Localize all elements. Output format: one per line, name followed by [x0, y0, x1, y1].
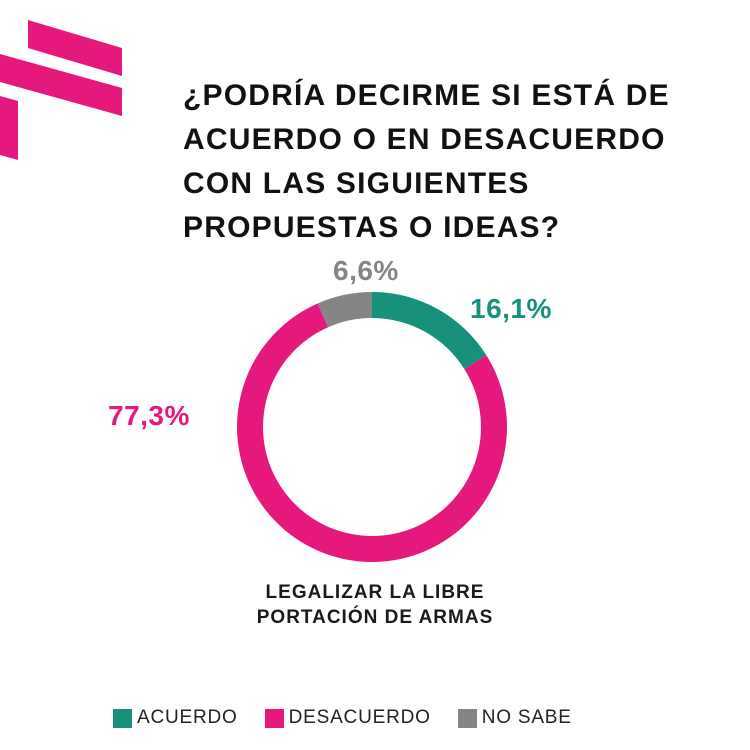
chart-title: ¿PODRÍA DECIRME SI ESTÁ DE ACUERDO O EN … [183, 74, 723, 250]
legend-item-desacuerdo: DESACUERDO [264, 707, 431, 729]
data-label-acuerdo: 16,1% [470, 293, 552, 324]
legend-swatch-acuerdo [113, 708, 132, 728]
category-label-line: PORTACIÓN DE ARMAS [256, 607, 494, 628]
legend-label-acuerdo: ACUERDO [137, 707, 238, 728]
legend: ACUERDO DESACUERDO NO SABE [113, 706, 572, 730]
brand-logo [0, 20, 122, 160]
title-line: CON LAS SIGUIENTES [183, 167, 530, 200]
legend-label-no-sabe: NO SABE [481, 707, 572, 728]
legend-label-desacuerdo: DESACUERDO [288, 707, 431, 728]
legend-item-acuerdo: ACUERDO [113, 707, 238, 729]
legend-swatch-no-sabe [457, 708, 477, 728]
legend-swatch-desacuerdo [264, 708, 284, 728]
data-label-no-sabe: 6,6% [333, 255, 399, 286]
donut-slice-no-sabe [317, 292, 372, 328]
logo-stripe-1 [28, 20, 122, 76]
category-label: LEGALIZAR LA LIBRE PORTACIÓN DE ARMAS [175, 580, 575, 630]
data-label-desacuerdo: 77,3% [108, 400, 190, 431]
legend-item-no-sabe: NO SABE [457, 707, 572, 729]
logo-stripe-3 [0, 96, 18, 160]
title-line: ¿PODRÍA DECIRME SI ESTÁ DE [183, 79, 670, 112]
logo-stripe-2 [0, 54, 122, 116]
title-line: ACUERDO O EN DESACUERDO [183, 123, 666, 156]
category-label-line: LEGALIZAR LA LIBRE [265, 582, 485, 603]
title-line: PROPUESTAS O IDEAS? [183, 211, 561, 244]
donut-slice-acuerdo [372, 292, 487, 370]
